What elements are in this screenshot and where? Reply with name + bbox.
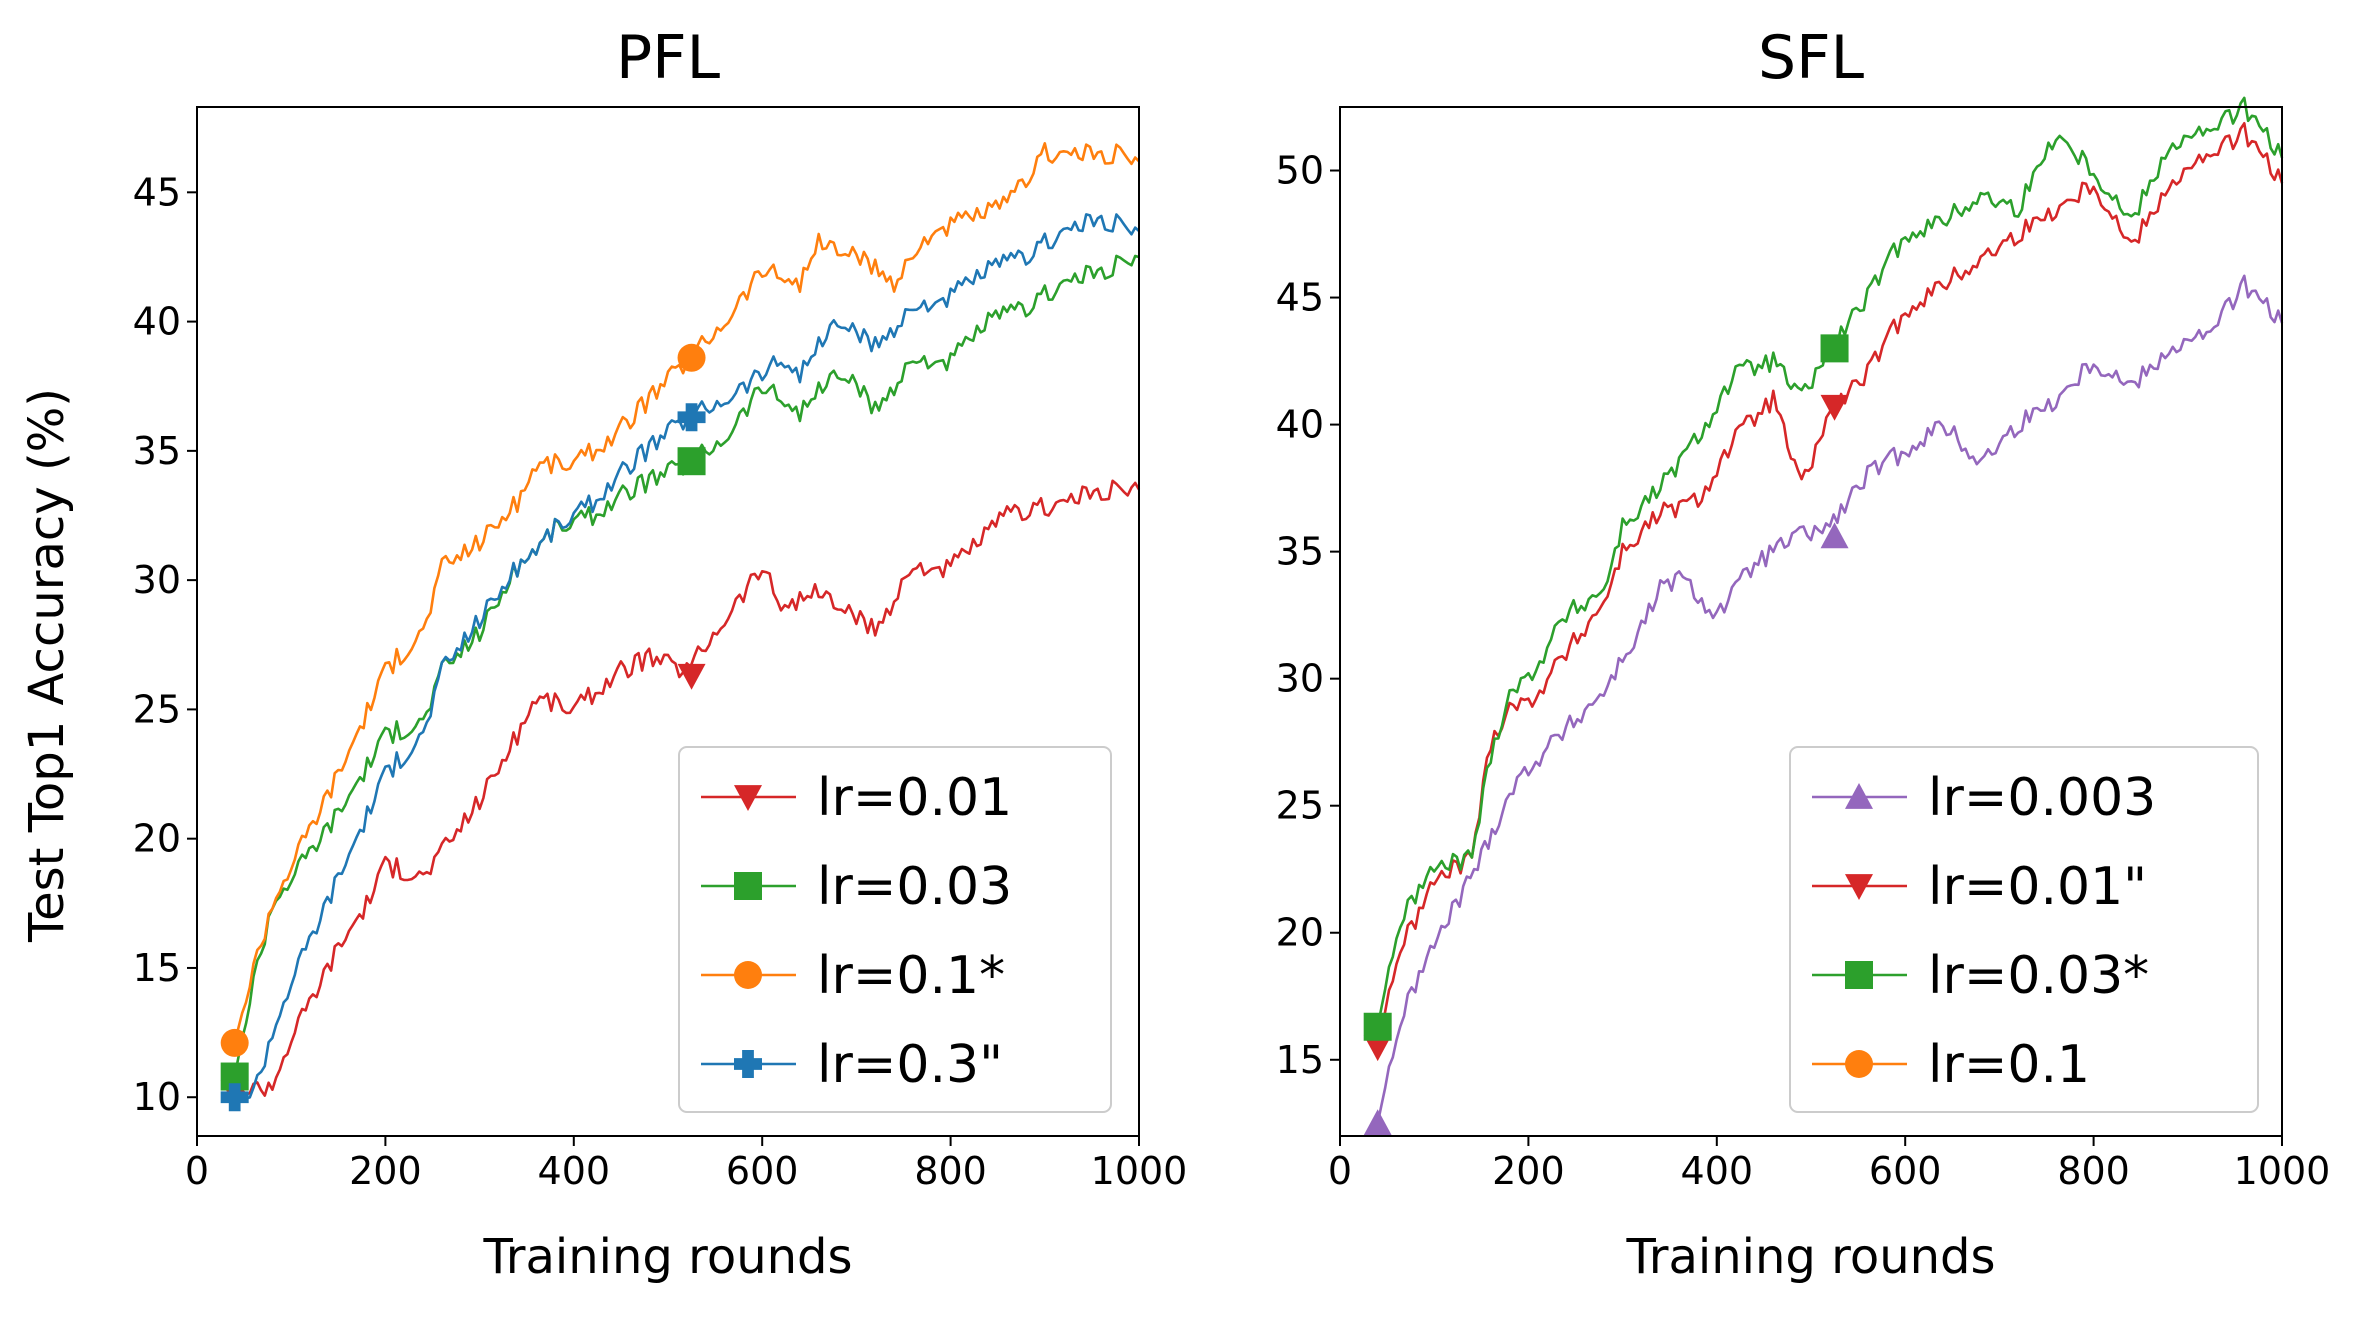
pfl-y-axis-label: Test Top1 Accuracy (%): [19, 388, 75, 943]
sfl-y-tick-label: 25: [1276, 784, 1324, 828]
pfl-y-tick-label: 30: [133, 558, 181, 602]
sfl-x-tick-label: 600: [1869, 1149, 1942, 1193]
pfl-legend-marker-lr-0-03: [734, 872, 762, 900]
pfl-legend-label-lr-0-01: lr=0.01: [817, 768, 1012, 828]
sfl-y-tick-label: 35: [1276, 530, 1324, 574]
pfl-legend-marker-lr-0-01: [734, 785, 762, 811]
sfl-series-marker-lr-0-01: [1820, 394, 1849, 421]
sfl-panel: SFL Training rounds 0 200 400 600 800 1000 15…: [1276, 23, 2331, 1285]
sfl-legend-marker-lr-0-1: [1845, 1050, 1873, 1078]
pfl-y-tick-label: 45: [133, 170, 181, 214]
pfl-series-markers: [220, 343, 706, 1112]
pfl-y-tick-label: 20: [133, 817, 181, 861]
pfl-series-start-marker-lr-0-1: [220, 1028, 249, 1057]
sfl-legend-marker-lr-0-01: [1845, 874, 1873, 900]
sfl-axes-frame: [1339, 106, 2283, 1137]
pfl-y-tick-label: 10: [133, 1075, 181, 1119]
sfl-legend-label-lr-0-003: lr=0.003: [1928, 768, 2156, 828]
sfl-series-markers: [1363, 334, 1849, 1136]
pfl-x-tick-label: 400: [538, 1149, 611, 1193]
pfl-series-start-marker-lr-0-3: [220, 1083, 249, 1112]
sfl-x-ticks: 0 200 400 600 800 1000: [1328, 1136, 2330, 1193]
sfl-legend-marker-lr-0-003: [1845, 783, 1873, 809]
sfl-y-tick-label: 40: [1276, 403, 1324, 447]
pfl-y-tick-label: 15: [133, 946, 181, 990]
sfl-series-start-marker-lr-0-01: [1363, 1035, 1392, 1062]
sfl-x-tick-label: 200: [1492, 1149, 1565, 1193]
pfl-y-ticks: 10 15 20 25 30 35 40 45: [133, 170, 197, 1119]
sfl-series-marker-lr-0-03: [1820, 334, 1849, 363]
pfl-legend-box: [678, 746, 1112, 1113]
sfl-legend-label-lr-0-03: lr=0.03*: [1928, 946, 2149, 1006]
pfl-y-tick-label: 40: [133, 300, 181, 344]
pfl-y-tick-label: 25: [133, 687, 181, 731]
pfl-panel: PFL Training rounds Test Top1 Accuracy (…: [19, 23, 1187, 1285]
sfl-series-line-lr-0-01: [1376, 122, 2284, 1048]
pfl-legend-marker-lr-0-1: [734, 961, 762, 989]
sfl-x-axis-label: Training rounds: [1625, 1229, 1995, 1285]
sfl-y-tick-label: 30: [1276, 657, 1324, 701]
pfl-y-tick-label: 35: [133, 429, 181, 473]
pfl-legend-label-lr-0-3: lr=0.3": [817, 1035, 1003, 1095]
sfl-y-tick-label: 50: [1276, 149, 1324, 193]
sfl-x-tick-label: 1000: [2234, 1149, 2331, 1193]
pfl-series-line-lr-0-3: [234, 213, 1140, 1100]
sfl-x-tick-label: 800: [2057, 1149, 2130, 1193]
pfl-series-marker-lr-0-01: [677, 663, 706, 690]
sfl-legend-marker-lr-0-03: [1845, 961, 1873, 989]
pfl-legend-label-lr-0-03: lr=0.03: [817, 857, 1012, 917]
sfl-series-marker-lr-0-003: [1820, 522, 1849, 549]
sfl-legend-label-lr-0-01: lr=0.01": [1928, 857, 2147, 917]
sfl-y-tick-label: 45: [1276, 276, 1324, 320]
pfl-series-marker-lr-0-1: [677, 343, 706, 372]
sfl-legend-label-lr-0-1: lr=0.1: [1928, 1035, 2090, 1095]
sfl-series-line-lr-0-003: [1376, 274, 2284, 1124]
pfl-x-tick-label: 800: [914, 1149, 987, 1193]
sfl-y-ticks: 15 20 25 30 35 40 45 50: [1276, 149, 1340, 1082]
pfl-title: PFL: [616, 23, 721, 93]
sfl-x-tick-label: 0: [1328, 1149, 1352, 1193]
pfl-series-marker-lr-0-03: [677, 447, 706, 476]
pfl-legend: lr=0.01 lr=0.03 lr=0.1* lr=0.3": [678, 746, 1112, 1113]
pfl-legend-label-lr-0-1: lr=0.1*: [817, 946, 1005, 1006]
sfl-y-tick-label: 20: [1276, 911, 1324, 955]
pfl-x-axis-label: Training rounds: [482, 1229, 852, 1285]
sfl-x-tick-label: 400: [1681, 1149, 1754, 1193]
pfl-axes-frame: [196, 106, 1140, 1137]
sfl-title: SFL: [1758, 23, 1865, 93]
pfl-x-tick-label: 200: [349, 1149, 422, 1193]
sfl-series-start-marker-lr-0-03: [1363, 1012, 1392, 1041]
sfl-legend-box: [1789, 746, 2259, 1113]
pfl-x-tick-label: 1000: [1091, 1149, 1188, 1193]
sfl-series-start-marker-lr-0-003: [1363, 1109, 1392, 1136]
sfl-y-tick-label: 15: [1276, 1038, 1324, 1082]
pfl-x-tick-label: 0: [185, 1149, 209, 1193]
pfl-x-ticks: 0 200 400 600 800 1000: [185, 1136, 1187, 1193]
pfl-series-marker-lr-0-3: [677, 403, 706, 432]
pfl-x-tick-label: 600: [726, 1149, 799, 1193]
pfl-legend-marker-lr-0-3: [734, 1050, 762, 1078]
sfl-legend: lr=0.003 lr=0.01" lr=0.03* lr=0.1: [1789, 746, 2259, 1113]
